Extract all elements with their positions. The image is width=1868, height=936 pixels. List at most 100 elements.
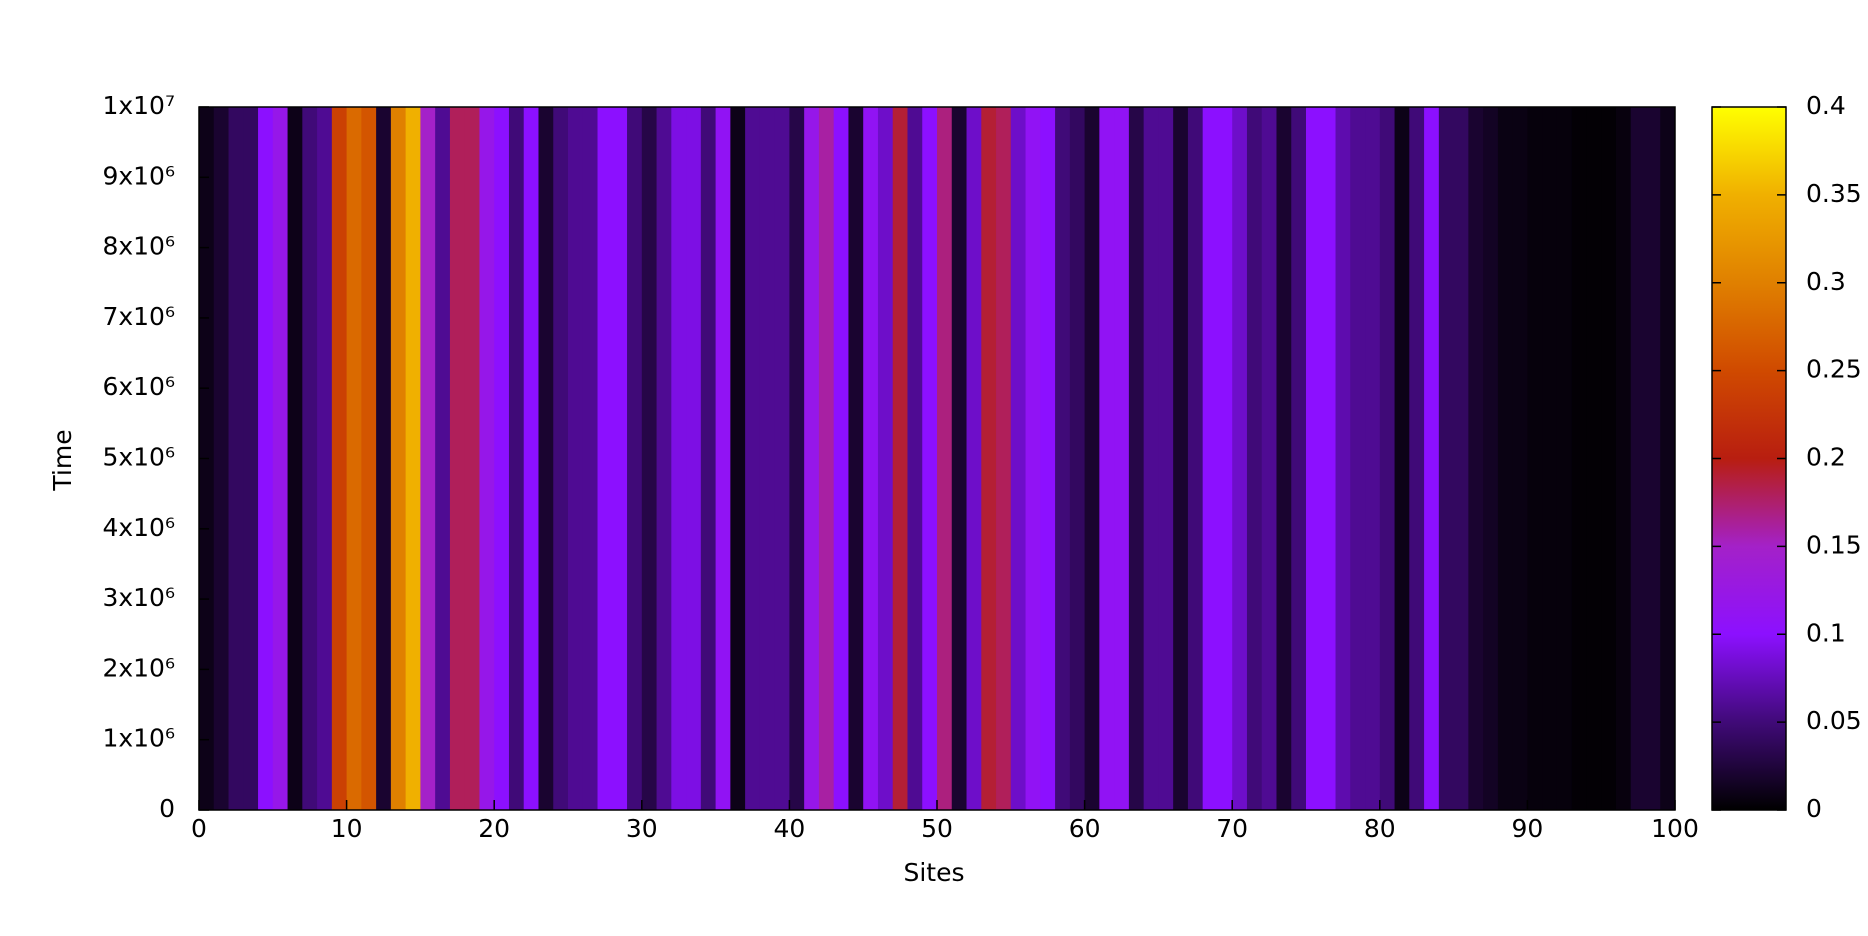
heat-cell — [745, 107, 761, 810]
heat-cell — [833, 107, 849, 810]
y-tick-label: 4x10⁶ — [102, 513, 175, 542]
x-tick-label: 50 — [921, 814, 953, 843]
heat-cell — [1365, 107, 1381, 810]
heat-cell — [449, 107, 466, 810]
x-tick-label: 100 — [1651, 814, 1699, 843]
heat-cell — [258, 107, 274, 810]
heat-cell — [1010, 107, 1027, 810]
heat-cell — [848, 107, 864, 810]
heat-cell — [612, 107, 628, 810]
y-tick-label: 1x10⁷ — [102, 91, 175, 120]
heat-cell — [317, 107, 333, 810]
heat-cell — [1232, 107, 1248, 810]
heat-cell — [331, 107, 348, 810]
heat-cell — [1025, 107, 1041, 810]
colorbar — [1711, 106, 1787, 811]
colorbar-tick-label: 0.25 — [1806, 355, 1862, 384]
heat-cell — [804, 107, 820, 810]
heat-cell — [553, 107, 569, 810]
heat-cell — [1630, 107, 1646, 810]
y-tick-label: 2x10⁶ — [102, 653, 175, 682]
heat-cell — [1158, 107, 1174, 810]
heat-cell — [1099, 107, 1115, 810]
y-axis-label: Time — [48, 429, 77, 491]
y-tick-label: 7x10⁶ — [102, 302, 175, 331]
heat-cell — [922, 107, 938, 810]
heat-cell — [1084, 107, 1100, 810]
heat-cell — [1350, 107, 1366, 810]
heat-cell — [1468, 107, 1484, 810]
heat-cell — [877, 107, 894, 810]
x-tick-label: 0 — [191, 814, 207, 843]
heat-cell — [597, 107, 613, 810]
heat-cell — [951, 107, 968, 810]
heat-cell — [1246, 107, 1263, 810]
heat-cell — [228, 107, 244, 810]
x-tick-label: 70 — [1216, 814, 1248, 843]
colorbar-tick-label: 0.35 — [1806, 179, 1862, 208]
heat-cell — [627, 107, 643, 810]
heat-cell — [568, 107, 584, 810]
heat-cell — [1660, 107, 1676, 810]
colorbar-tick-label: 0.15 — [1806, 530, 1862, 559]
heat-cell — [892, 107, 908, 810]
y-tick-label: 6x10⁶ — [102, 372, 175, 401]
heat-cell — [1409, 107, 1425, 810]
heatmap — [199, 107, 1676, 810]
heat-cell — [686, 107, 702, 810]
heat-cell — [1512, 107, 1528, 810]
heat-cell — [1335, 107, 1351, 810]
x-tick-label: 40 — [773, 814, 805, 843]
heat-cell — [789, 107, 805, 810]
heat-cell — [1187, 107, 1204, 810]
x-tick-label: 30 — [626, 814, 658, 843]
colorbar-tick-label: 0.1 — [1806, 618, 1846, 647]
heat-cell — [376, 107, 392, 810]
heat-cell — [774, 107, 790, 810]
heat-cell — [996, 107, 1012, 810]
heat-cell — [1261, 107, 1277, 810]
heat-cell — [1497, 107, 1514, 810]
heat-cell — [1601, 107, 1617, 810]
heat-cell — [1542, 107, 1558, 810]
heat-cell — [1615, 107, 1632, 810]
heat-cell — [435, 107, 451, 810]
heat-cell — [494, 107, 510, 810]
heat-cell — [390, 107, 407, 810]
heat-cell — [361, 107, 377, 810]
heat-cell — [272, 107, 289, 810]
heat-cell — [1128, 107, 1145, 810]
heat-cell — [508, 107, 525, 810]
heat-cell — [818, 107, 835, 810]
heat-cell — [479, 107, 495, 810]
heat-cell — [1556, 107, 1573, 810]
heat-cell — [538, 107, 554, 810]
heat-cell — [1483, 107, 1499, 810]
heat-cell — [420, 107, 436, 810]
heat-cell — [1527, 107, 1543, 810]
y-tick-label: 3x10⁶ — [102, 583, 175, 612]
heat-cell — [243, 107, 259, 810]
heat-cell — [464, 107, 480, 810]
heat-cell — [1040, 107, 1056, 810]
heat-cell — [730, 107, 746, 810]
heat-cell — [1320, 107, 1337, 810]
y-tick-label: 0 — [159, 794, 175, 823]
y-tick-label: 1x10⁶ — [102, 724, 175, 753]
heat-cell — [523, 107, 539, 810]
heat-cell — [582, 107, 599, 810]
heat-cell — [1055, 107, 1071, 810]
colorbar-tick-label: 0.2 — [1806, 443, 1846, 472]
heat-cell — [671, 107, 687, 810]
x-tick-label: 20 — [478, 814, 510, 843]
heat-cell — [1394, 107, 1410, 810]
colorbar-tick-label: 0.05 — [1806, 706, 1862, 735]
heat-cell — [1306, 107, 1322, 810]
heat-cell — [1114, 107, 1130, 810]
heat-cell — [1586, 107, 1602, 810]
y-tick-label: 8x10⁶ — [102, 232, 175, 261]
heat-cell — [966, 107, 982, 810]
x-tick-label: 90 — [1511, 814, 1543, 843]
y-tick-label: 9x10⁶ — [102, 161, 175, 190]
colorbar-tick-label: 0.3 — [1806, 267, 1846, 296]
